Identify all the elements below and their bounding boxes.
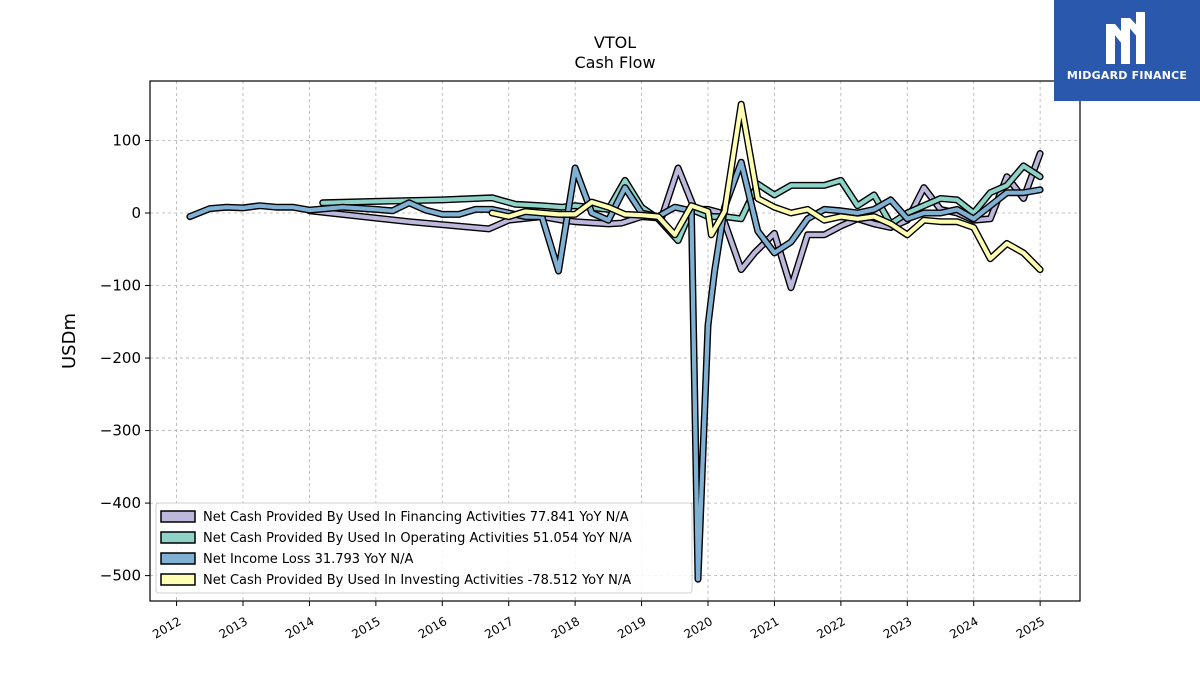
- plot-frame: [149, 80, 1081, 602]
- series-layer: [186, 100, 1044, 583]
- series-3-line: [490, 102, 1043, 272]
- x-tick-label: 2025: [1014, 614, 1047, 641]
- y-tick-label: 0: [131, 204, 141, 222]
- y-tick-label: −500: [100, 567, 141, 585]
- legend-swatch: [160, 531, 196, 544]
- x-tick-label: 2021: [748, 614, 781, 641]
- x-tick-label: 2016: [416, 614, 449, 641]
- legend: Net Cash Provided By Used In Financing A…: [155, 502, 693, 594]
- legend-swatch: [160, 552, 196, 565]
- x-tick-label: 2012: [150, 614, 183, 641]
- midgard-m-icon: [1106, 12, 1145, 64]
- y-tick-label: 100: [112, 131, 141, 149]
- x-tick-label: 2022: [814, 614, 847, 641]
- y-tick-label: −100: [100, 277, 141, 295]
- x-tick-label: 2013: [217, 614, 250, 641]
- chart-title: VTOL: [594, 33, 636, 52]
- legend-entry: Net Income Loss 31.793 YoY N/A: [203, 552, 414, 567]
- chart-subtitle: Cash Flow: [574, 53, 655, 72]
- x-tick-label: 2023: [881, 614, 914, 641]
- legend-swatch: [160, 510, 196, 523]
- y-tick-label: −400: [100, 494, 141, 512]
- legend-entry: Net Cash Provided By Used In Operating A…: [203, 531, 632, 546]
- y-tick-label: −300: [100, 422, 141, 440]
- brand-name: MIDGARD FINANCE: [1066, 69, 1188, 82]
- legend-entry: Net Cash Provided By Used In Investing A…: [203, 573, 631, 588]
- brand-logo: MIDGARD FINANCE: [1054, 0, 1200, 101]
- x-tick-label: 2019: [615, 614, 648, 641]
- legend-entry: Net Cash Provided By Used In Financing A…: [203, 510, 629, 525]
- legend-swatch: [160, 573, 196, 586]
- x-tick-label: 2018: [549, 614, 582, 641]
- x-tick-label: 2024: [947, 614, 980, 641]
- y-axis-ticks: 100 0 −100 −200 −300 −400 −500: [100, 131, 150, 585]
- x-tick-label: 2020: [682, 614, 715, 641]
- y-tick-label: −200: [100, 349, 141, 367]
- y-axis-label: USDm: [59, 313, 80, 369]
- legend-box: [155, 502, 693, 594]
- x-axis-ticks: 2012 2013 2014 2015 2016 2017 2018 2019 2020 2021…: [150, 601, 1047, 642]
- x-tick-label: 2014: [283, 614, 316, 641]
- x-tick-label: 2017: [482, 614, 515, 641]
- x-tick-label: 2015: [349, 614, 382, 641]
